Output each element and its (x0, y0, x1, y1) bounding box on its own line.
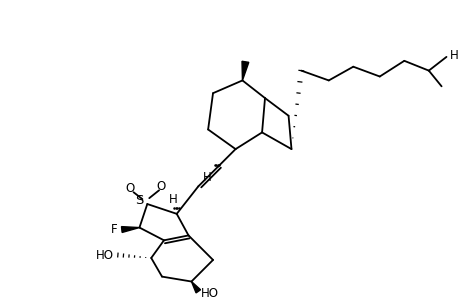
Text: HO: HO (201, 287, 219, 300)
Text: F: F (111, 223, 118, 236)
Polygon shape (241, 61, 248, 80)
Text: HO: HO (96, 248, 114, 262)
Text: H: H (448, 50, 457, 62)
Text: H: H (203, 171, 212, 184)
Polygon shape (121, 226, 139, 232)
Text: S: S (135, 194, 143, 207)
Text: H: H (168, 193, 177, 206)
Polygon shape (191, 281, 200, 293)
Text: O: O (156, 180, 165, 193)
Text: O: O (125, 182, 134, 195)
